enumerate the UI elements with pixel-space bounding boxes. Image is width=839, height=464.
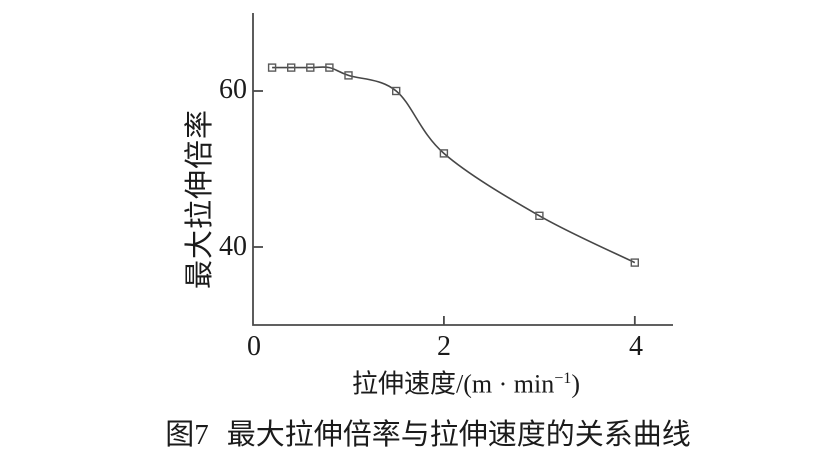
figure-caption: 图7 最大拉伸倍率与拉伸速度的关系曲线 xyxy=(165,411,691,453)
x-tick-label-4: 4 xyxy=(629,331,643,362)
data-point-marker xyxy=(630,258,639,267)
data-point-marker xyxy=(306,63,315,72)
axes xyxy=(252,13,673,326)
data-point-marker xyxy=(439,149,449,158)
data-point-marker xyxy=(535,211,544,221)
tick-marks xyxy=(253,90,636,325)
x-axis-title: 拉伸速度/(m · min−1) xyxy=(352,364,580,401)
figure-caption-number: 图7 xyxy=(165,419,209,451)
y-tick-label-60: 60 xyxy=(219,74,247,105)
y-axis-title: 最大拉伸倍率 xyxy=(184,108,216,290)
data-point-marker xyxy=(392,86,401,96)
x-tick-label-0: 0 xyxy=(247,331,261,362)
figure-caption-title: 最大拉伸倍率与拉伸速度的关系曲线 xyxy=(226,419,691,451)
data-point-marker xyxy=(325,63,334,72)
x-axis-title-close-paren: ) xyxy=(571,369,581,399)
x-axis-title-text: 拉伸速度/(m · min xyxy=(351,369,555,399)
y-tick-label-40: 40 xyxy=(219,231,247,262)
data-curve xyxy=(272,66,636,264)
data-point-marker xyxy=(267,63,277,72)
data-point-markers xyxy=(267,63,639,267)
data-point-marker xyxy=(344,71,353,80)
x-axis-title-superscript: −1 xyxy=(554,369,572,387)
x-tick-label-2: 2 xyxy=(437,331,451,362)
data-point-marker xyxy=(287,63,296,72)
